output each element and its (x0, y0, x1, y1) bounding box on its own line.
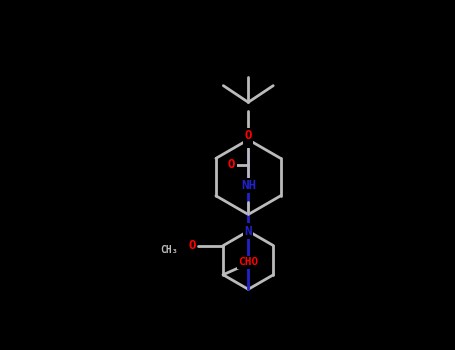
Text: CHO: CHO (238, 257, 258, 267)
Text: O: O (228, 158, 235, 171)
Text: NH: NH (241, 179, 256, 192)
Text: N: N (244, 225, 252, 238)
Text: O: O (244, 129, 252, 142)
Text: N: N (244, 133, 252, 146)
Text: CH₃: CH₃ (160, 245, 178, 255)
Text: O: O (188, 239, 196, 252)
